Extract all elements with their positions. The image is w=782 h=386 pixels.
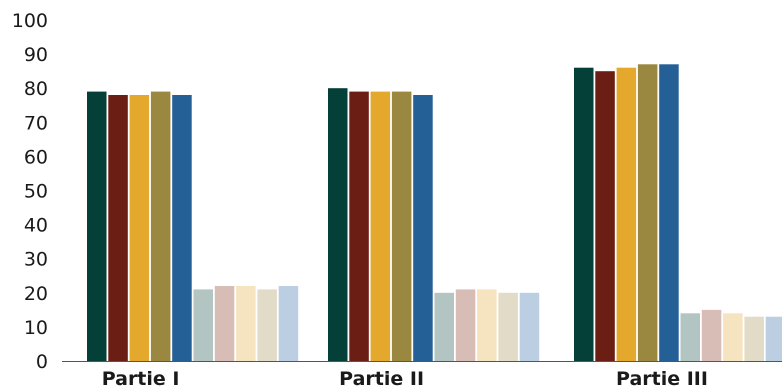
bar <box>129 95 150 361</box>
bar <box>257 289 277 361</box>
bar <box>193 289 213 361</box>
y-tick-label: 60 <box>24 146 48 168</box>
bar <box>477 289 497 361</box>
x-category-label: Partie III <box>616 368 708 386</box>
y-tick-label: 10 <box>24 317 48 339</box>
y-tick-label: 50 <box>24 181 48 203</box>
bar <box>659 64 679 362</box>
bar <box>574 67 594 361</box>
bar <box>87 91 107 361</box>
bar <box>519 292 540 361</box>
y-tick-label: 30 <box>24 249 48 271</box>
bar <box>150 91 171 361</box>
x-axis-labels: Partie I Partie II Partie III <box>102 368 708 386</box>
y-tick-label: 20 <box>24 283 48 305</box>
bar <box>701 309 722 361</box>
bar <box>214 286 235 361</box>
y-tick-label: 70 <box>24 112 48 134</box>
bars <box>87 64 782 362</box>
y-tick-label: 0 <box>36 351 48 373</box>
y-tick-label: 100 <box>12 10 48 32</box>
bar <box>595 71 615 361</box>
bar <box>434 292 454 361</box>
bar <box>723 313 743 361</box>
y-tick-label: 90 <box>24 44 48 66</box>
y-axis-ticks: 0 10 20 30 40 50 60 70 80 90 100 <box>12 10 48 373</box>
bar <box>172 95 192 361</box>
x-category-label: Partie II <box>339 368 424 386</box>
bar <box>637 64 658 362</box>
bar <box>391 91 412 361</box>
y-tick-label: 80 <box>24 78 48 100</box>
bar <box>108 95 128 361</box>
bar <box>765 316 782 361</box>
bar <box>616 67 637 361</box>
bar <box>370 91 391 361</box>
x-category-label: Partie I <box>102 368 180 386</box>
bar <box>744 316 764 361</box>
bar <box>278 286 299 361</box>
y-tick-label: 40 <box>24 215 48 237</box>
bar <box>498 292 518 361</box>
bar <box>680 313 700 361</box>
bar <box>455 289 476 361</box>
bar <box>236 286 256 361</box>
bar <box>349 91 369 361</box>
bar <box>328 88 348 361</box>
bar <box>413 95 433 361</box>
